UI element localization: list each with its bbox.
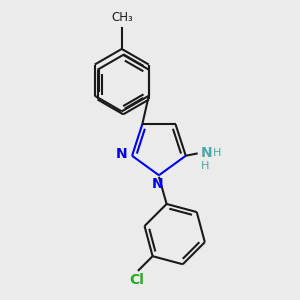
Text: N: N — [116, 147, 127, 161]
Text: N: N — [152, 177, 163, 191]
Text: H: H — [201, 161, 209, 171]
Text: CH₃: CH₃ — [111, 11, 133, 24]
Text: Cl: Cl — [129, 273, 144, 287]
Text: N: N — [201, 146, 212, 160]
Text: H: H — [212, 148, 221, 158]
